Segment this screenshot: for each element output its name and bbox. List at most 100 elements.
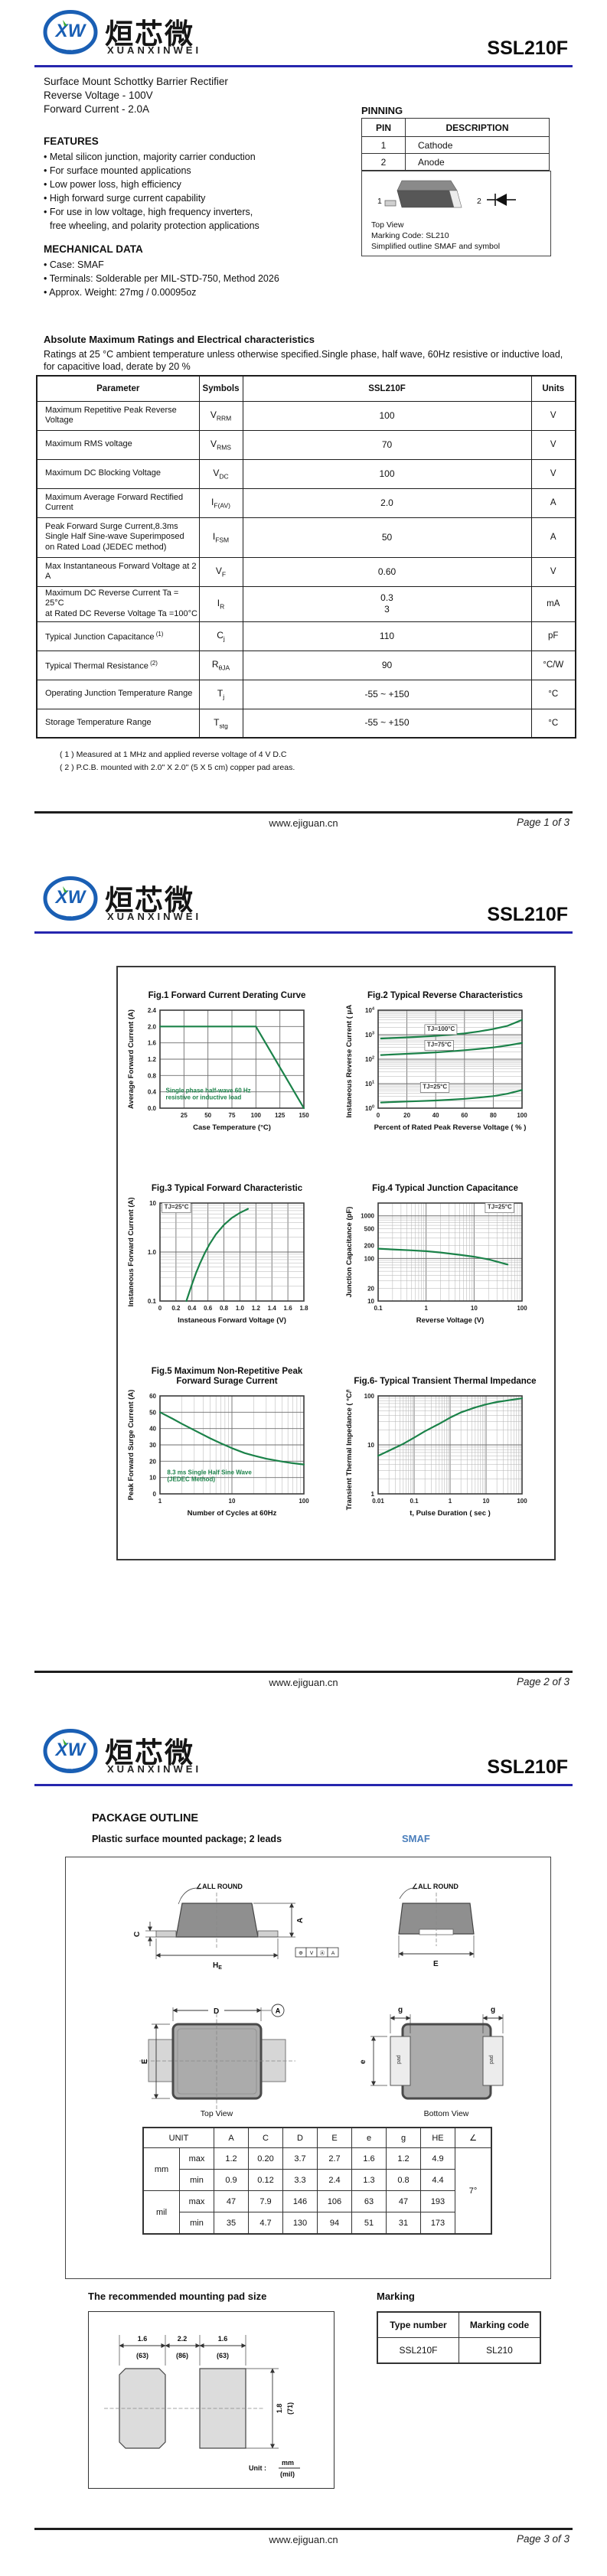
pad-label: pad bbox=[489, 2055, 494, 2064]
header-rule bbox=[34, 65, 573, 67]
dim-e-top-label: E bbox=[141, 2059, 149, 2064]
list-item: • Approx. Weight: 27mg / 0.00095oz bbox=[44, 287, 197, 298]
dim-e-label: E bbox=[433, 1960, 439, 1968]
list-item: • Low power loss, high efficiency bbox=[44, 179, 181, 190]
pinning-col-pin: PIN bbox=[361, 118, 406, 137]
part-number: SSL210F bbox=[487, 1756, 568, 1778]
figure-title: Fig.3 Typical Forward Characteristic bbox=[151, 1184, 303, 1193]
package-outline-title: PACKAGE OUTLINE bbox=[92, 1812, 199, 1824]
svg-text:0.2: 0.2 bbox=[171, 1305, 181, 1312]
svg-text:101: 101 bbox=[365, 1081, 374, 1088]
svg-text:0.8: 0.8 bbox=[147, 1072, 156, 1079]
svg-text:0.1: 0.1 bbox=[410, 1498, 419, 1505]
pinning-col-desc: DESCRIPTION bbox=[405, 118, 550, 137]
svg-text:1.4: 1.4 bbox=[267, 1305, 276, 1312]
page-number: Page 2 of 3 bbox=[516, 1676, 569, 1687]
ratings-note-line1: Ratings at 25 °C ambient temperature unl… bbox=[44, 349, 563, 360]
table-row: SSL210F SL210 bbox=[377, 2337, 541, 2364]
pad-dim-h-mil: (71) bbox=[286, 2402, 294, 2415]
svg-text:25: 25 bbox=[180, 1112, 187, 1119]
pad-dim-gap-mil: (86) bbox=[176, 2352, 188, 2359]
marking-col-type: Type number bbox=[377, 2311, 459, 2338]
summary-line: Reverse Voltage - 100V bbox=[44, 90, 153, 101]
svg-text:20: 20 bbox=[367, 1285, 374, 1292]
pin-2-desc: Anode bbox=[405, 153, 550, 171]
pad-dim-w2: 1.6 bbox=[218, 2335, 228, 2343]
svg-text:10: 10 bbox=[367, 1298, 374, 1305]
pin1-label: 1 bbox=[377, 197, 382, 206]
card-caption-outline: Simplified outline SMAF and symbol bbox=[371, 242, 501, 251]
mechanical-title: MECHANICAL DATA bbox=[44, 243, 143, 255]
footer-rule bbox=[34, 2528, 573, 2530]
svg-text:60: 60 bbox=[461, 1112, 468, 1119]
pad-dim-w2-mil: (63) bbox=[217, 2352, 229, 2359]
mounting-pad-drawing: 1.6 (63) 2.2 (86) 1.6 (63) 1.8 (71) Unit… bbox=[104, 2335, 300, 2478]
features-title: FEATURES bbox=[44, 135, 99, 147]
svg-text:Case Temperature (°C): Case Temperature (°C) bbox=[193, 1123, 271, 1132]
website-link[interactable]: www.ejiguan.cn bbox=[269, 1677, 338, 1688]
page3-header: XW 烜芯微 XUANXINWEI SSL210F bbox=[34, 1725, 573, 1786]
outline-drawing-box: ∠ALL ROUND C HE A Φ bbox=[65, 1857, 551, 2279]
part-number: SSL210F bbox=[487, 904, 568, 925]
figure-title: Fig.5 Maximum Non-Repetitive Peak Forwar… bbox=[151, 1367, 303, 1386]
svg-text:TJ=25°C: TJ=25°C bbox=[164, 1204, 188, 1211]
svg-text:1.2: 1.2 bbox=[251, 1305, 260, 1312]
pad-dim-h: 1.8 bbox=[276, 2404, 283, 2414]
svg-text:0.4: 0.4 bbox=[188, 1305, 197, 1312]
svg-text:200: 200 bbox=[364, 1243, 374, 1250]
figure-title: Fig.1 Forward Current Derating Curve bbox=[148, 991, 306, 1000]
unit-num: mm bbox=[282, 2459, 294, 2467]
mounting-pad-box: 1.6 (63) 2.2 (86) 1.6 (63) 1.8 (71) Unit… bbox=[88, 2311, 335, 2489]
svg-text:30: 30 bbox=[149, 1442, 156, 1449]
summary-line: Forward Current - 2.0A bbox=[44, 103, 150, 115]
top-view-caption: Top View bbox=[201, 2109, 233, 2118]
website-link[interactable]: www.ejiguan.cn bbox=[269, 817, 338, 829]
table-row: Maximum Average Forward Rectified Curren… bbox=[36, 487, 576, 518]
table-row: Maximum DC Reverse Current Ta = 25°C at R… bbox=[36, 585, 576, 622]
table-row: Storage Temperature Range Tstg -55 ~ +150 °… bbox=[36, 708, 576, 739]
svg-text:100: 100 bbox=[517, 1112, 527, 1119]
svg-text:Number of Cycles at 60Hz: Number of Cycles at 60Hz bbox=[187, 1509, 276, 1518]
svg-text:104: 104 bbox=[365, 1007, 375, 1015]
package-drawing: 1 2 bbox=[377, 180, 516, 208]
svg-text:500: 500 bbox=[364, 1225, 374, 1232]
brand-logo: XW bbox=[43, 876, 98, 921]
marking-table: Type number Marking code SSL210F SL210 bbox=[377, 2311, 541, 2364]
svg-text:Ⓐ: Ⓐ bbox=[320, 1950, 325, 1956]
svg-text:0.1: 0.1 bbox=[147, 1298, 156, 1305]
svg-text:10: 10 bbox=[470, 1305, 477, 1312]
unit-den: (mil) bbox=[280, 2470, 295, 2478]
svg-text:1.6: 1.6 bbox=[147, 1040, 156, 1047]
svg-text:(JEDEC Method): (JEDEC Method) bbox=[167, 1475, 215, 1482]
website-link[interactable]: www.ejiguan.cn bbox=[269, 2534, 338, 2545]
figure-title: Fig.4 Typical Junction Capacitance bbox=[372, 1184, 518, 1193]
svg-text:1000: 1000 bbox=[361, 1213, 374, 1220]
svg-text:Reverse Voltage (V): Reverse Voltage (V) bbox=[416, 1316, 484, 1325]
svg-text:A: A bbox=[331, 1951, 335, 1956]
pin-2-number: 2 bbox=[361, 153, 406, 171]
list-item: • High forward surge current capability bbox=[44, 193, 206, 204]
svg-text:80: 80 bbox=[489, 1112, 496, 1119]
all-round-note: ∠ALL ROUND bbox=[412, 1883, 459, 1890]
svg-text:0.01: 0.01 bbox=[372, 1498, 384, 1505]
figure-fig4: Fig.4 Typical Junction Capacitance 0.1 1 10… bbox=[336, 1171, 554, 1364]
svg-text:Instaneous Forward Voltage (V): Instaneous Forward Voltage (V) bbox=[178, 1316, 286, 1325]
figure-fig3: Fig.3 Typical Forward Characteristic 0 0.2… bbox=[118, 1171, 336, 1364]
svg-text:TJ=25°C: TJ=25°C bbox=[487, 1204, 511, 1211]
svg-text:1.2: 1.2 bbox=[147, 1056, 156, 1063]
svg-text:100: 100 bbox=[250, 1112, 261, 1119]
bottom-view-caption: Bottom View bbox=[424, 2109, 469, 2118]
brand-name-en: XUANXINWEI bbox=[107, 44, 202, 56]
dim-a-label: A bbox=[296, 1918, 305, 1923]
svg-text:100: 100 bbox=[364, 1255, 374, 1262]
svg-text:102: 102 bbox=[365, 1056, 374, 1064]
page2-footer: www.ejiguan.cn Page 2 of 3 bbox=[34, 1671, 573, 1694]
pin-1-number: 1 bbox=[361, 136, 406, 154]
svg-text:10: 10 bbox=[149, 1200, 156, 1207]
svg-text:50: 50 bbox=[204, 1112, 211, 1119]
dim-c-label: C bbox=[133, 1932, 142, 1937]
col-symbols: Symbols bbox=[198, 375, 243, 402]
svg-text:2.0: 2.0 bbox=[147, 1023, 156, 1030]
svg-text:1.0: 1.0 bbox=[235, 1305, 244, 1312]
